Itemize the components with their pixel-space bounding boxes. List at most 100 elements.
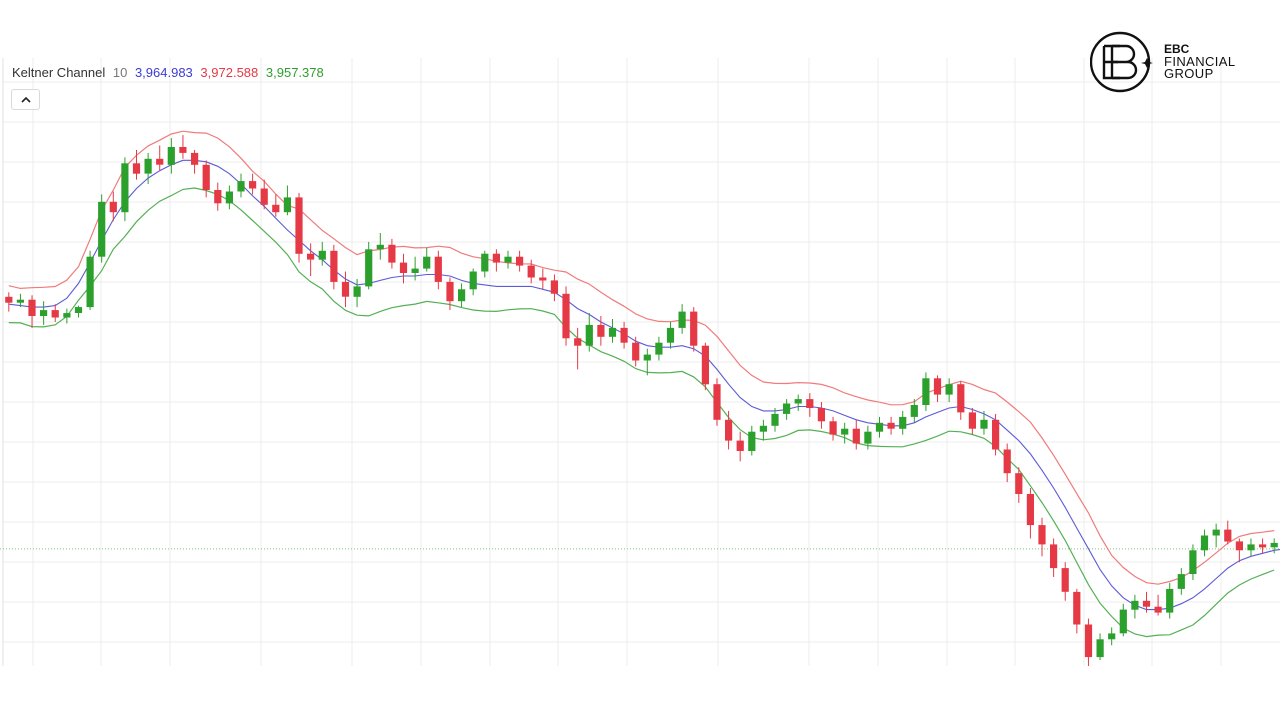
candle-body [1270, 542, 1278, 548]
candle [864, 425, 872, 450]
candle-body [249, 181, 257, 189]
candle-body [1200, 535, 1209, 551]
candle-body [1038, 525, 1046, 545]
candle [794, 394, 802, 411]
candle [121, 157, 129, 222]
candle [16, 293, 24, 308]
chart-grid [0, 58, 1280, 666]
candle-body [1026, 494, 1034, 526]
candle-body [1061, 568, 1069, 592]
candle-body [63, 313, 71, 318]
candle-body [504, 256, 512, 263]
candle [1189, 544, 1197, 580]
ebc-logo-mark [1090, 31, 1153, 93]
candle-body [516, 256, 524, 266]
candle-body [353, 286, 361, 297]
candle [1235, 538, 1243, 563]
candle [481, 250, 489, 278]
candle-body [132, 163, 141, 174]
candle [225, 185, 233, 210]
keltner-bands [8, 130, 1280, 638]
candle [632, 336, 640, 367]
candle [841, 422, 849, 444]
candle [411, 256, 419, 281]
candle-body [608, 327, 617, 337]
candle [550, 274, 558, 302]
candle [249, 173, 257, 195]
candle-body [887, 422, 895, 429]
candle-body [701, 345, 709, 385]
candle-body [481, 253, 489, 272]
candle-body [620, 327, 628, 343]
candle-body [899, 416, 907, 429]
candle-body [980, 419, 988, 429]
candle-body [585, 324, 593, 346]
candle [1247, 538, 1255, 557]
candle [144, 152, 152, 185]
candle-body [817, 408, 825, 422]
candle [434, 250, 442, 290]
candle [492, 249, 500, 272]
candle [1015, 467, 1023, 503]
candle-body [527, 265, 535, 278]
candle-body [1189, 550, 1197, 574]
candle [1212, 523, 1220, 548]
candle [875, 416, 884, 438]
candle [574, 327, 582, 370]
candle-body [86, 256, 94, 308]
candle-body [98, 201, 106, 257]
candle-body [260, 188, 268, 205]
candle-body [191, 152, 199, 165]
candle-body [341, 281, 350, 297]
candle [957, 381, 965, 420]
middle-band-value: 3,964.983 [134, 65, 193, 80]
candle-body [550, 280, 558, 294]
candle [725, 410, 733, 450]
candle-body [910, 405, 918, 417]
candle-body [1015, 473, 1023, 494]
candle-body [945, 384, 953, 395]
candle-body [28, 299, 36, 316]
candle [307, 243, 315, 276]
candle-body [214, 190, 222, 204]
candle [1177, 568, 1185, 595]
candle-body [713, 384, 721, 420]
candle [1270, 538, 1278, 554]
candle [318, 241, 326, 266]
candle [817, 402, 825, 429]
candle-body [864, 431, 872, 444]
candle-body [922, 378, 930, 405]
candle [1224, 520, 1232, 545]
candle-body [992, 419, 1000, 450]
candle [945, 378, 953, 403]
candle-body [539, 277, 547, 281]
candle-body [492, 253, 500, 263]
candle-body [51, 310, 59, 318]
candle-body [318, 250, 326, 260]
candle [701, 342, 709, 391]
candle [423, 247, 431, 272]
candle [597, 316, 605, 346]
candle [388, 238, 396, 269]
candle-body [748, 431, 756, 451]
candle [527, 259, 535, 284]
candle-body [1235, 541, 1243, 551]
candle [1166, 582, 1174, 619]
candle [330, 244, 338, 290]
candle [713, 378, 721, 426]
candle [191, 149, 199, 174]
candle [1050, 538, 1058, 578]
candle-body [794, 399, 802, 404]
candle-body [771, 413, 779, 426]
candle-body [1003, 449, 1011, 474]
candle [376, 232, 384, 260]
candle-body [736, 440, 744, 451]
candle [1154, 594, 1162, 616]
indicator-name: Keltner Channel [12, 65, 106, 80]
candle-body [74, 307, 83, 313]
collapse-legend-button[interactable] [11, 89, 40, 110]
candle [98, 194, 106, 263]
candle-body [167, 147, 175, 165]
candle-body [423, 256, 431, 269]
candle-body [295, 197, 303, 254]
